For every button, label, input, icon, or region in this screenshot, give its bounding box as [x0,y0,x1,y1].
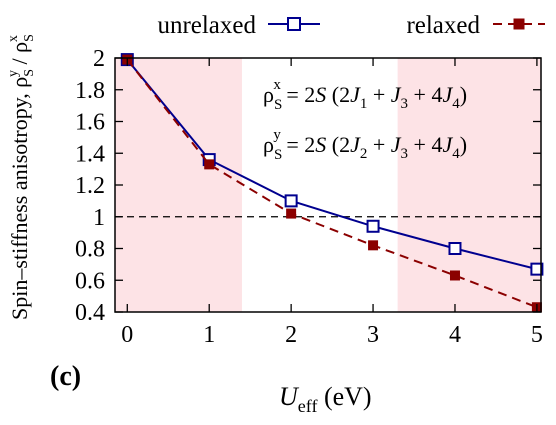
y-tick-label-0.4: 0.4 [75,300,105,326]
y-tick-label-1: 1 [93,205,105,231]
legend-marker-unrelaxed [268,17,320,31]
y-tick-label-1.2: 1.2 [75,173,105,199]
legend-marker-relaxed [493,18,545,30]
shaded-region-1 [115,58,242,312]
equation-rho-x: ρSx = 2S (2J1 + J3 + 4J4) [263,77,467,113]
point-relaxed-3 [368,240,379,251]
series-line-relaxed [126,58,538,309]
x-tick-label-1: 1 [203,322,215,348]
legend-label-unrelaxed: unrelaxed [157,12,256,39]
legend-label-relaxed: relaxed [406,12,480,39]
svg-text:ρSy = 2S (2J2 + J3 + 4J4): ρSy = 2S (2J2 + J3 + 4J4) [263,127,467,163]
x-tick-label-4: 4 [449,322,461,348]
point-unrelaxed-2 [284,194,298,208]
point-unrelaxed-5 [530,262,544,276]
x-tick-label-5: 5 [531,322,543,348]
x-tick-label-0: 0 [121,322,133,348]
x-tick-label-2: 2 [285,322,297,348]
svg-text:ρSx = 2S (2J1 + J3 + 4J4): ρSx = 2S (2J1 + J3 + 4J4) [263,77,467,113]
panel-label: (c) [50,361,81,392]
x-axis-label: Ueff (eV) [279,382,372,416]
shaded-region-2 [397,58,541,312]
series-line-unrelaxed [126,58,538,271]
y-axis-label: Spin–stiffness anisotropy, ρSy / ρSx [6,34,37,320]
y-tick-label-1.4: 1.4 [75,141,105,167]
y-tick-label-0.8: 0.8 [75,237,105,263]
point-relaxed-4 [449,270,460,281]
y-tick-label-1.8: 1.8 [75,78,105,104]
x-tick-label-3: 3 [367,322,379,348]
y-tick-label-2: 2 [93,46,105,72]
point-relaxed-2 [286,208,297,219]
y-tick-label-0.6: 0.6 [75,268,105,294]
point-relaxed-1 [204,159,215,170]
equation-rho-y: ρSy = 2S (2J2 + J3 + 4J4) [263,127,467,163]
y-tick-label-1.6: 1.6 [75,110,105,136]
point-unrelaxed-4 [448,242,462,255]
point-unrelaxed-3 [366,219,380,233]
